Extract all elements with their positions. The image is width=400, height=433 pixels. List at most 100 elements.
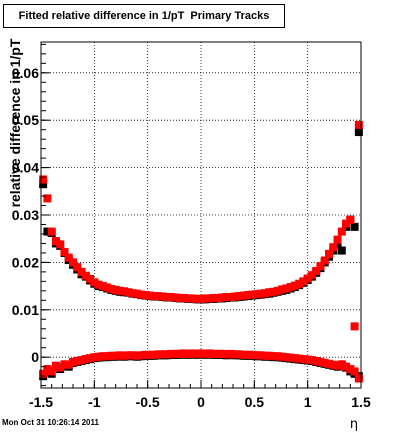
red-data-point	[184, 294, 193, 303]
red-data-point	[154, 292, 163, 301]
red-data-point	[265, 351, 274, 360]
red-data-point	[73, 263, 82, 272]
x-tick-label: 0.5	[245, 394, 265, 410]
red-data-point	[342, 362, 351, 371]
red-data-point	[47, 227, 56, 236]
red-data-point	[158, 292, 167, 301]
red-data-point	[239, 291, 248, 300]
red-data-point	[307, 271, 316, 280]
y-tick-label: 0	[31, 349, 39, 365]
red-data-point	[43, 194, 52, 203]
red-data-point	[325, 249, 333, 258]
black-data-point	[337, 246, 346, 255]
red-data-point	[128, 351, 137, 360]
red-data-point	[184, 349, 193, 358]
red-data-point	[192, 294, 201, 303]
red-data-point	[337, 227, 346, 236]
red-data-point	[192, 349, 201, 358]
red-data-point	[231, 292, 240, 301]
red-data-point	[316, 357, 325, 366]
tick-layer: -1.5 -1 -0.5 0 0.5 1 1.5 0 0.01 0.02 0.03 0.04 0.05 0…	[12, 43, 371, 410]
red-data-point	[128, 289, 137, 298]
red-data-point	[256, 351, 265, 360]
red-data-point	[103, 283, 112, 292]
red-data-point	[197, 294, 205, 303]
red-data-point	[51, 361, 60, 370]
red-data-point	[90, 353, 99, 362]
black-data-point	[354, 128, 363, 137]
red-data-point	[269, 287, 278, 296]
red-data-point	[120, 287, 129, 296]
red-data-point	[171, 293, 180, 302]
red-data-point	[231, 350, 240, 359]
red-data-point	[64, 253, 73, 262]
red-data-point	[56, 240, 65, 249]
red-data-point	[273, 286, 282, 295]
red-data-point	[141, 350, 150, 359]
red-data-point	[252, 290, 261, 299]
red-data-point	[320, 256, 329, 265]
red-data-point	[150, 292, 159, 301]
red-data-point	[43, 365, 52, 374]
red-data-point	[226, 292, 235, 301]
red-data-point	[98, 352, 107, 361]
red-data-point	[295, 279, 304, 288]
red-data-point	[248, 350, 257, 359]
red-data-point	[179, 349, 188, 358]
red-data-point	[98, 282, 107, 291]
red-data-point	[209, 293, 218, 302]
red-data-point	[252, 351, 261, 360]
red-data-point	[218, 349, 227, 358]
red-data-point	[354, 120, 363, 129]
red-data-point	[299, 355, 308, 364]
y-tick-label: 0.06	[12, 65, 39, 81]
red-data-point	[162, 292, 171, 301]
x-tick-label: -1.5	[29, 394, 53, 410]
red-data-point	[115, 286, 124, 295]
red-data-point	[286, 283, 295, 292]
red-data-point	[325, 359, 333, 368]
red-data-point	[282, 353, 291, 362]
x-tick-label: 0	[197, 394, 205, 410]
red-data-point	[282, 284, 291, 293]
red-data-point	[316, 262, 325, 271]
red-data-point	[354, 374, 363, 383]
red-data-point	[124, 288, 133, 297]
red-data-point	[137, 290, 146, 299]
red-data-point	[307, 356, 316, 365]
red-data-point	[346, 365, 355, 374]
red-data-point	[303, 274, 312, 283]
red-data-point	[218, 293, 227, 302]
red-data-point	[214, 293, 223, 302]
red-data-point	[167, 292, 176, 301]
red-data-point	[243, 350, 252, 359]
marker-layer	[39, 120, 363, 383]
black-data-point	[43, 227, 52, 236]
red-data-point	[329, 360, 338, 369]
red-data-point	[133, 351, 141, 360]
red-data-point	[205, 294, 214, 303]
red-data-point	[171, 349, 180, 358]
red-data-point	[56, 363, 65, 372]
red-data-point	[150, 350, 159, 359]
red-data-point	[111, 351, 120, 360]
red-data-point	[201, 349, 210, 358]
red-data-point	[222, 292, 231, 301]
red-data-point	[107, 284, 116, 293]
red-data-point	[145, 350, 154, 359]
red-data-point	[188, 294, 197, 303]
x-tick-label: -0.5	[136, 394, 160, 410]
red-data-point	[39, 369, 48, 378]
red-data-point	[290, 354, 299, 363]
red-data-point	[239, 350, 248, 359]
red-data-point	[111, 285, 120, 294]
red-data-point	[286, 353, 295, 362]
red-data-point	[329, 243, 338, 252]
red-data-point	[133, 289, 141, 298]
x-tick-label: -1	[88, 394, 101, 410]
black-data-point	[350, 222, 359, 231]
red-data-point	[154, 350, 163, 359]
y-tick-label: 0.05	[12, 112, 39, 128]
red-data-point	[278, 352, 287, 361]
red-data-point	[235, 350, 244, 359]
